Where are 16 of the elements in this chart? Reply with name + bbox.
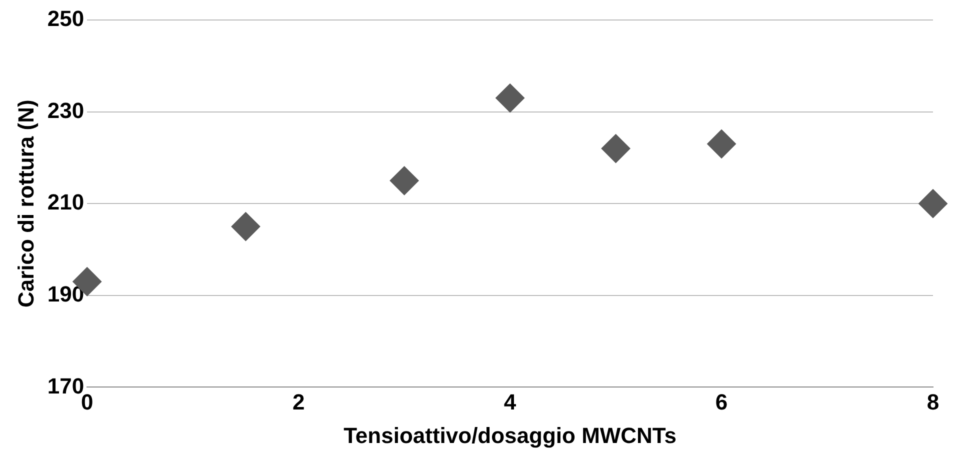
point: [601, 134, 630, 164]
point: [918, 189, 948, 218]
x-tick-label: 2: [292, 389, 305, 414]
y-axis-title: Carico di rottura (N): [13, 100, 38, 308]
y-tick-label: 210: [47, 190, 84, 215]
y-tick-label: 230: [47, 98, 84, 123]
x-tick-label: 6: [715, 389, 728, 414]
point: [707, 129, 736, 158]
point: [496, 84, 525, 113]
x-tick-label: 4: [504, 389, 517, 414]
point: [231, 212, 260, 242]
point: [390, 166, 419, 196]
x-axis-title: Tensioattivo/dosaggio MWCNTs: [344, 422, 676, 448]
x-tick-label: 8: [926, 389, 940, 414]
y-tick-label: 250: [47, 6, 84, 32]
y-tick-label: 190: [47, 281, 84, 306]
